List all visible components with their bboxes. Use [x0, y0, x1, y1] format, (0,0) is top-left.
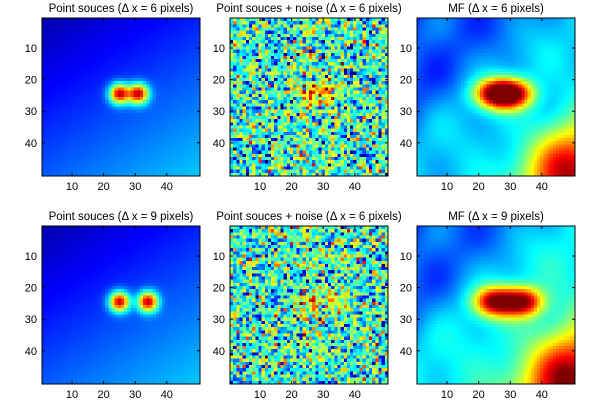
x-tick-label: 20 [97, 389, 109, 401]
x-tick-label: 40 [349, 181, 361, 193]
x-tick-label: 10 [66, 181, 78, 193]
x-tick-label: 30 [504, 181, 516, 193]
x-tick-label: 20 [285, 389, 297, 401]
y-tick-label: 10 [400, 43, 412, 55]
heatmap-image [42, 18, 200, 176]
x-tick-label: 20 [97, 181, 109, 193]
y-tick-label: 30 [25, 106, 37, 118]
heatmap-image [230, 226, 388, 384]
y-tick-label: 10 [25, 43, 37, 55]
y-tick-label: 20 [213, 75, 225, 87]
x-tick-label: 10 [254, 389, 266, 401]
panel-title: Point souces (Δ x = 6 pixels) [49, 3, 194, 15]
y-tick-label: 20 [25, 75, 37, 87]
panel-title: Point souces (Δ x = 9 pixels) [49, 211, 194, 223]
y-tick-label: 40 [25, 346, 37, 358]
y-tick-label: 40 [213, 346, 225, 358]
panel-title: Point souces + noise (Δ x = 6 pixels) [216, 3, 402, 15]
x-tick-label: 30 [129, 181, 141, 193]
panel-6: MF (Δ x = 9 pixels) 10 20 30 40 10 20 30 40 [400, 211, 576, 401]
x-tick-label: 40 [536, 181, 548, 193]
y-tick-label: 20 [400, 283, 412, 295]
heatmap-image [417, 18, 575, 176]
x-tick-label: 10 [441, 389, 453, 401]
x-tick-label: 30 [317, 389, 329, 401]
y-tick-label: 10 [213, 43, 225, 55]
axes-frame [41, 225, 201, 385]
x-tick-label: 10 [66, 389, 78, 401]
panel-5: Point souces + noise (Δ x = 6 pixels) 10 2… [213, 211, 402, 401]
axes-frame [416, 17, 576, 177]
y-tick-label: 30 [213, 314, 225, 326]
y-tick-label: 30 [400, 106, 412, 118]
y-tick-label: 10 [213, 251, 225, 263]
x-tick-label: 20 [472, 181, 484, 193]
panel-title: MF (Δ x = 6 pixels) [448, 3, 544, 15]
axes-frame [416, 225, 576, 385]
heatmap-image [230, 18, 388, 176]
panel-1: Point souces (Δ x = 6 pixels) 10 20 30 40 10 2… [25, 3, 201, 193]
x-tick-label: 20 [472, 389, 484, 401]
axes-frame [229, 17, 389, 177]
x-tick-label: 30 [129, 389, 141, 401]
panel-3: MF (Δ x = 6 pixels) 10 20 30 40 10 20 30 40 [400, 3, 576, 193]
y-tick-label: 30 [213, 106, 225, 118]
y-tick-label: 20 [400, 75, 412, 87]
x-tick-label: 40 [161, 389, 173, 401]
y-tick-label: 30 [25, 314, 37, 326]
y-tick-label: 40 [25, 138, 37, 150]
x-tick-label: 40 [349, 389, 361, 401]
heatmap-image [42, 226, 200, 384]
y-tick-label: 30 [400, 314, 412, 326]
panel-4: Point souces (Δ x = 9 pixels) 10 20 30 40 10 2… [25, 211, 201, 401]
y-tick-label: 40 [213, 138, 225, 150]
x-tick-label: 10 [254, 181, 266, 193]
y-tick-label: 40 [400, 138, 412, 150]
x-tick-label: 40 [161, 181, 173, 193]
y-tick-label: 20 [213, 283, 225, 295]
x-tick-label: 30 [504, 389, 516, 401]
x-tick-label: 20 [285, 181, 297, 193]
y-tick-label: 10 [25, 251, 37, 263]
axes-frame [41, 17, 201, 177]
x-tick-label: 30 [317, 181, 329, 193]
y-tick-label: 40 [400, 346, 412, 358]
y-tick-label: 20 [25, 283, 37, 295]
heatmap-image [417, 226, 575, 384]
panel-title: Point souces + noise (Δ x = 6 pixels) [216, 211, 402, 223]
axes-frame [229, 225, 389, 385]
x-tick-label: 10 [441, 181, 453, 193]
panel-2: Point souces + noise (Δ x = 6 pixels) 10 2… [213, 3, 402, 193]
y-tick-label: 10 [400, 251, 412, 263]
panel-title: MF (Δ x = 9 pixels) [448, 211, 544, 223]
x-tick-label: 40 [536, 389, 548, 401]
